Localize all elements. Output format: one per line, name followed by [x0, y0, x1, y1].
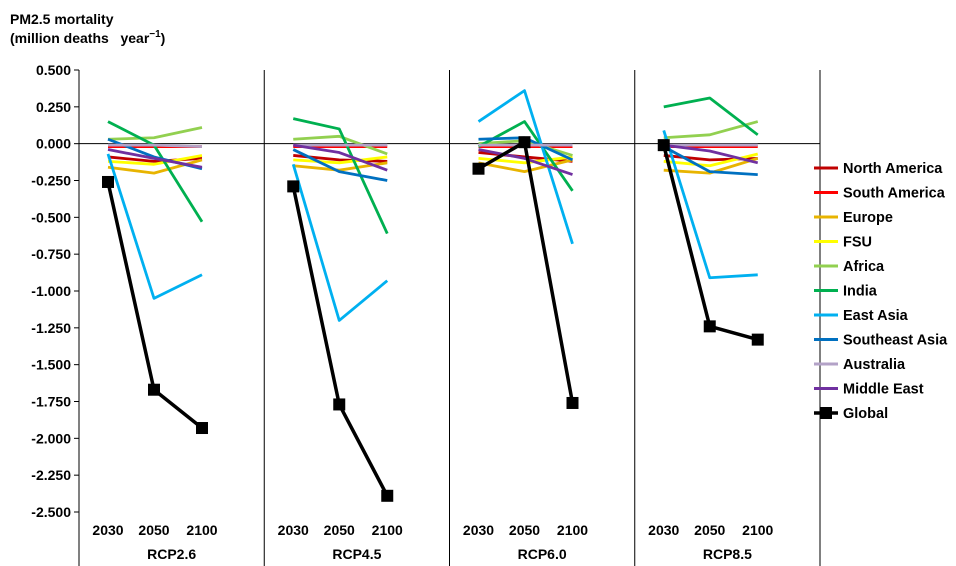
- series-fsu: [107, 152, 759, 168]
- y-tick-label: 0.000: [36, 136, 71, 152]
- series-line-global: [291, 186, 389, 497]
- global-marker: [472, 162, 485, 175]
- global-marker: [102, 175, 114, 188]
- x-tick-label: 2050: [509, 522, 540, 538]
- legend: North America South America Europe FSU Afric…: [814, 161, 948, 422]
- x-tick-label: 2100: [742, 522, 773, 538]
- y-axis-title-superscript: −1: [149, 29, 161, 40]
- series-north-america: [107, 151, 758, 163]
- series-line-global: [477, 140, 575, 404]
- y-tick-label: -1.750: [31, 394, 71, 410]
- series-line-southeast-asia: [292, 148, 388, 182]
- series-line-europe: [478, 158, 573, 174]
- series-india: [107, 96, 759, 235]
- y-tick-label: -2.000: [31, 430, 71, 446]
- x-tick-label: 2100: [372, 522, 403, 538]
- legend-label-global: Global: [843, 406, 888, 422]
- x-tick-label: 2030: [463, 522, 494, 538]
- series-line-east-asia: [477, 89, 574, 245]
- legend-label-south-america: South America: [843, 186, 946, 202]
- legend-label-southeast-asia: Southeast Asia: [843, 333, 948, 349]
- scenario-label: RCP4.5: [332, 546, 381, 562]
- global-marker: [657, 139, 670, 152]
- y-tick-label: -0.250: [31, 173, 71, 189]
- series-line-africa: [107, 126, 203, 141]
- legend-label-europe: Europe: [843, 210, 893, 226]
- scenario-label: RCP6.0: [518, 546, 567, 562]
- series-line-middle-east: [663, 143, 759, 165]
- y-tick-label: -0.750: [31, 246, 71, 262]
- y-tick-label: 0.250: [36, 99, 71, 115]
- y-tick-label: -1.000: [31, 283, 71, 299]
- y-tick-label: -2.250: [31, 467, 71, 483]
- global-marker: [287, 180, 300, 193]
- y-axis-title-close: ): [161, 30, 166, 46]
- scenario-label: RCP8.5: [703, 546, 752, 562]
- legend-label-north-america: North America: [843, 161, 943, 177]
- series-line-middle-east: [293, 143, 388, 172]
- legend-label-fsu: FSU: [843, 235, 872, 251]
- legend-label-middle-east: Middle East: [843, 382, 924, 398]
- x-tick-label: 2030: [92, 522, 123, 538]
- y-tick-label: -1.500: [31, 357, 71, 373]
- global-marker: [751, 333, 764, 346]
- global-marker: [333, 398, 346, 411]
- global-marker: [381, 489, 394, 502]
- series-line-east-asia: [662, 129, 758, 280]
- legend-label-africa: Africa: [843, 259, 885, 275]
- y-tick-label: -1.250: [31, 320, 71, 336]
- legend-label-india: India: [843, 284, 878, 300]
- y-axis-title-line1: PM2.5 mortality: [10, 11, 114, 27]
- y-axis-title-main: (million deaths year: [10, 30, 150, 46]
- series-east-asia: [106, 89, 758, 322]
- series-line-india: [663, 96, 759, 136]
- global-marker: [703, 320, 716, 333]
- axes: 0.500 0.250 0.000 -0.250 -0.500 -0.750 -1.000 -…: [31, 62, 821, 566]
- global-marker: [518, 136, 531, 149]
- y-tick-label: 0.500: [36, 62, 71, 78]
- series-line-africa: [663, 120, 759, 140]
- y-tick-label: -0.500: [31, 209, 71, 225]
- legend-label-australia: Australia: [843, 357, 906, 373]
- legend-marker-global: [820, 407, 832, 419]
- series-line-middle-east: [478, 148, 573, 176]
- series-global: [102, 136, 764, 502]
- series-line-fsu: [293, 155, 388, 165]
- series-europe: [107, 157, 759, 175]
- x-tick-label: 2100: [557, 522, 588, 538]
- x-tick-label: 2050: [138, 522, 169, 538]
- series-line-middle-east: [107, 148, 203, 169]
- x-tick-label: 2100: [186, 522, 217, 538]
- series-line-australia: [108, 143, 203, 149]
- x-tick-label: 2050: [324, 522, 355, 538]
- series-middle-east: [107, 143, 759, 176]
- x-tick-label: 2030: [278, 522, 309, 538]
- y-tick-label: -2.500: [31, 504, 71, 520]
- global-marker: [148, 383, 160, 396]
- series-line-africa: [293, 134, 388, 156]
- x-tick-label: 2050: [694, 522, 725, 538]
- series-line-east-asia: [291, 163, 389, 322]
- x-tick-label: 2030: [648, 522, 679, 538]
- series-line-europe: [663, 157, 759, 175]
- series-line-fsu: [107, 154, 203, 166]
- series-line-southeast-asia: [663, 145, 758, 177]
- scenario-label: RCP2.6: [147, 546, 196, 562]
- y-axis-title-line2: (million deaths year−1): [10, 29, 165, 46]
- legend-label-east-asia: East Asia: [843, 308, 909, 324]
- series-line-east-asia: [106, 153, 203, 300]
- series-line-india: [292, 117, 389, 235]
- global-marker: [196, 422, 208, 435]
- series-layer: [102, 89, 764, 502]
- global-marker: [566, 396, 579, 409]
